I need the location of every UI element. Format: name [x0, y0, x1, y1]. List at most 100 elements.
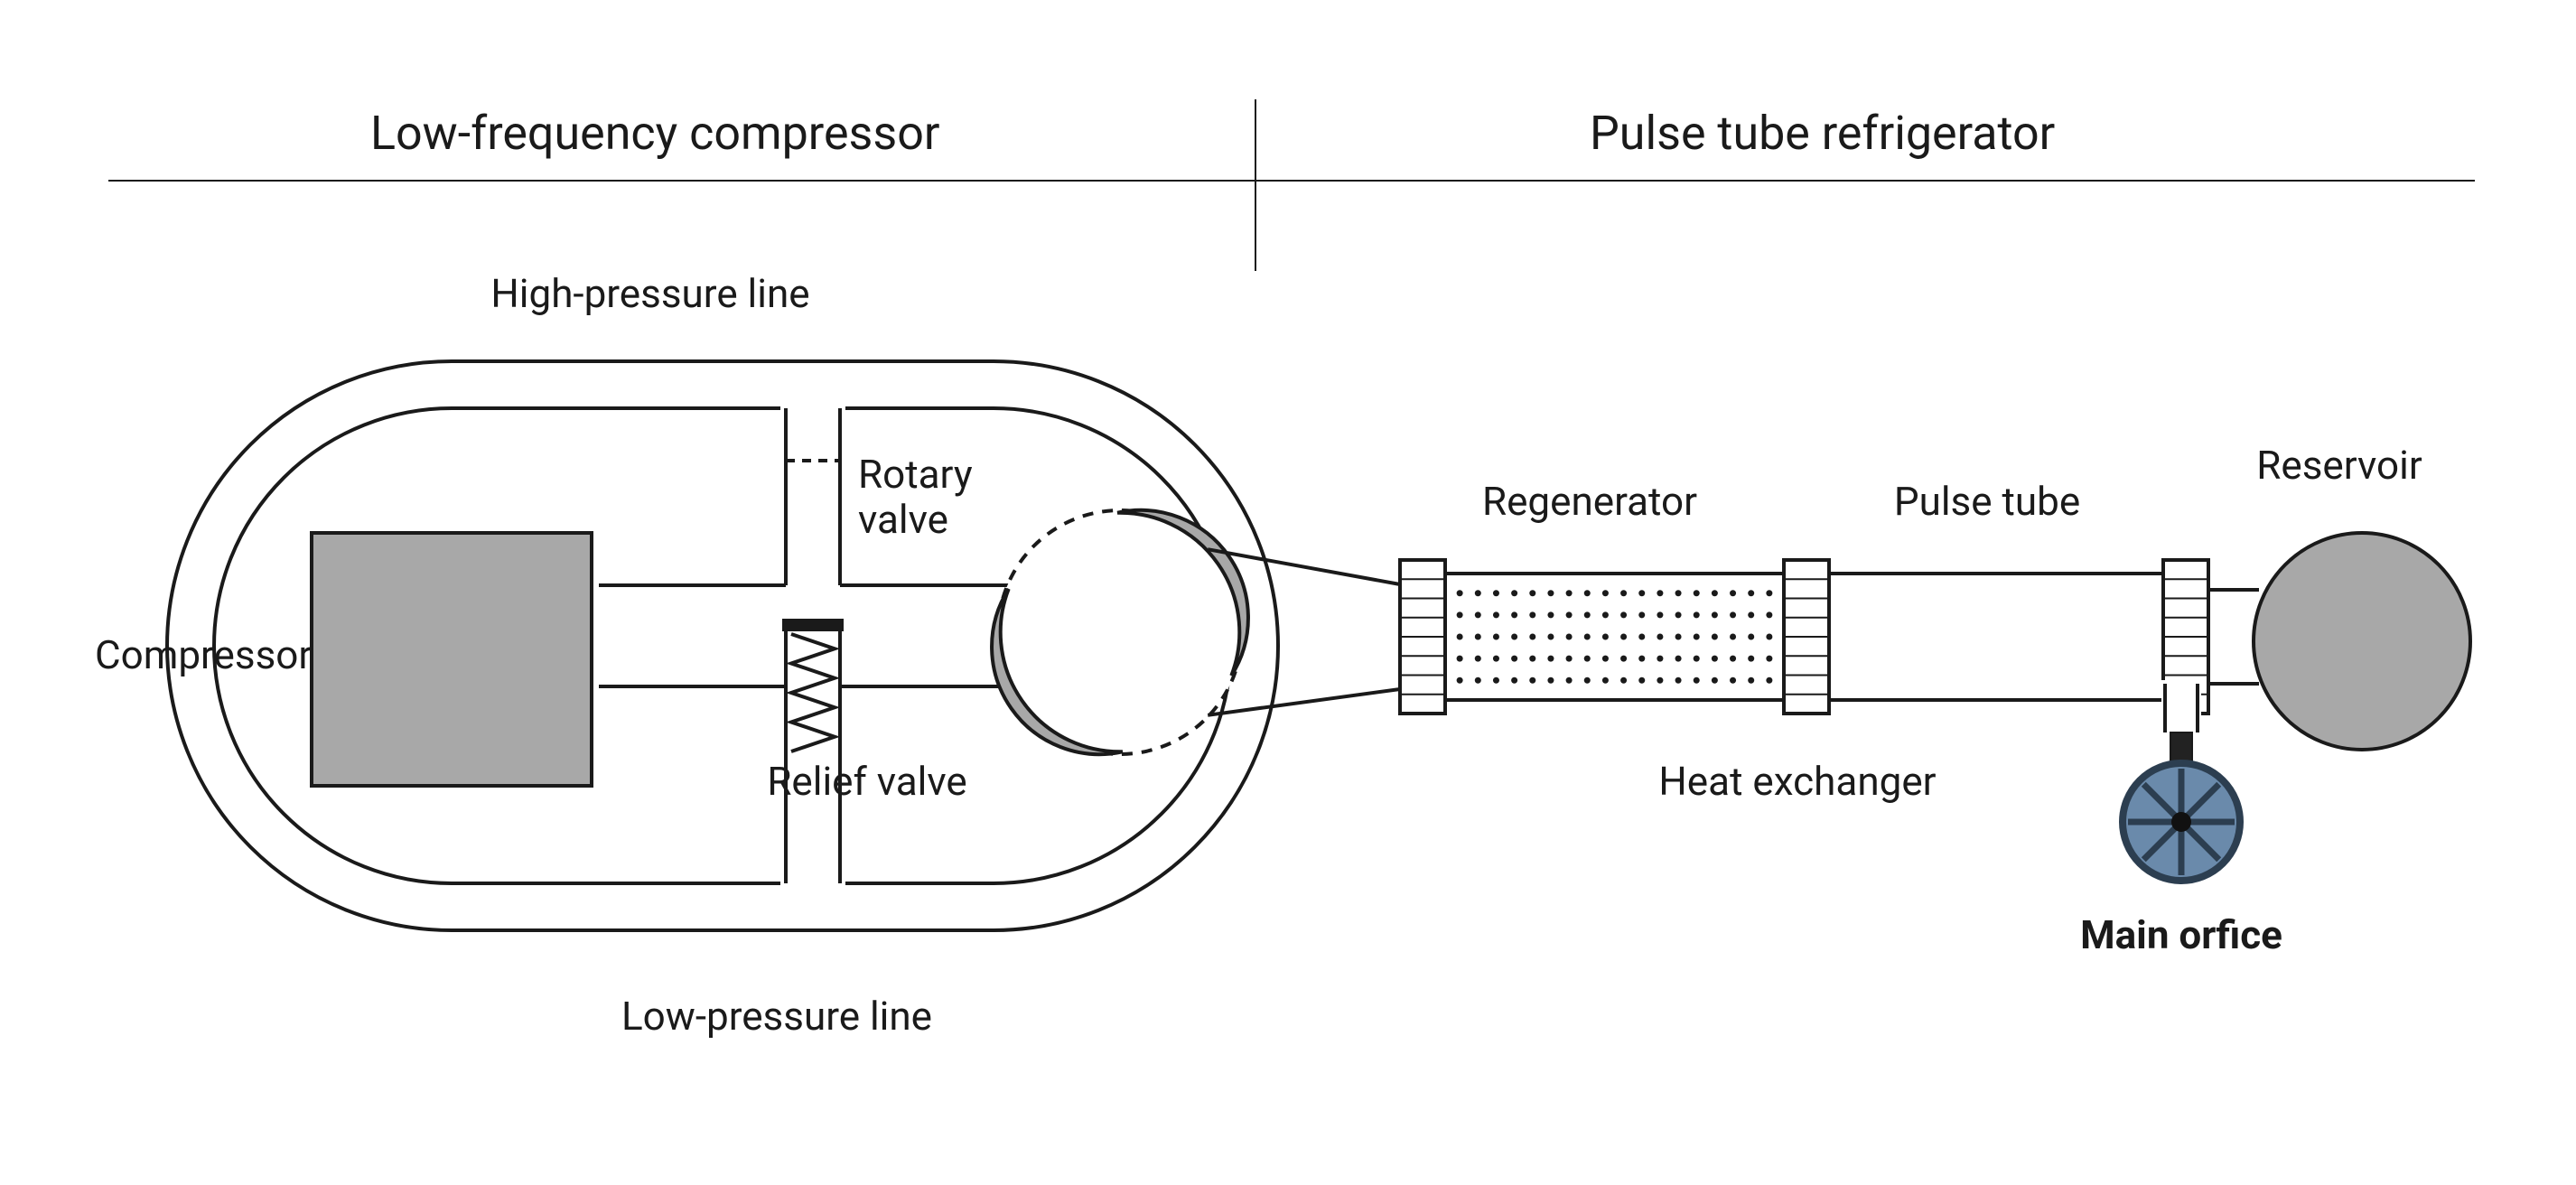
regenerator-dot	[1475, 590, 1481, 596]
regenerator-dot	[1730, 656, 1736, 662]
regenerator-dot	[1457, 677, 1463, 684]
regenerator-dot	[1657, 677, 1663, 684]
regenerator-dot	[1493, 590, 1499, 596]
label-relief_valve: Relief valve	[767, 758, 966, 805]
regenerator-dot	[1766, 656, 1772, 662]
regenerator-dot	[1547, 656, 1554, 662]
regenerator-dot	[1748, 634, 1754, 640]
regenerator-dot	[1602, 611, 1609, 618]
regenerator-dot	[1638, 611, 1645, 618]
section-header-left: Low-frequency compressor	[370, 106, 939, 161]
regenerator-dot	[1511, 590, 1517, 596]
regenerator-dot	[1457, 611, 1463, 618]
regenerator-dot	[1694, 611, 1700, 618]
regenerator-dot	[1566, 611, 1573, 618]
pulse-tube	[1829, 574, 2163, 700]
regenerator-dot	[1620, 590, 1627, 596]
vtube-mask	[780, 405, 845, 887]
regenerator-dot	[1657, 611, 1663, 618]
regenerator-dot	[1547, 634, 1554, 640]
regenerator-dot	[1475, 611, 1481, 618]
regenerator-dot	[1566, 590, 1573, 596]
regenerator-dot	[1602, 656, 1609, 662]
regenerator-dot	[1675, 634, 1682, 640]
label-compressor: Compressor	[95, 631, 312, 678]
label-low_pressure: Low-pressure line	[621, 993, 932, 1040]
regenerator-dot	[1694, 656, 1700, 662]
label-rotary_valve: Rotary	[858, 451, 973, 498]
compressor-box	[312, 533, 592, 786]
regenerator-dot	[1675, 656, 1682, 662]
regenerator-dot	[1620, 634, 1627, 640]
regenerator-dot	[1529, 590, 1535, 596]
regenerator-dot	[1620, 611, 1627, 618]
regenerator-dot	[1766, 634, 1772, 640]
regenerator-dot	[1675, 590, 1682, 596]
regenerator-dot	[1694, 634, 1700, 640]
regenerator-dot	[1638, 656, 1645, 662]
regenerator-dot	[1657, 634, 1663, 640]
regenerator-dot	[1457, 656, 1463, 662]
orifice-hub	[2171, 812, 2191, 832]
reservoir	[2254, 533, 2470, 750]
regenerator-dot	[1584, 634, 1591, 640]
regenerator-dot	[1748, 590, 1754, 596]
label-rotary_valve-2: valve	[858, 496, 948, 543]
label-high_pressure: High-pressure line	[490, 270, 809, 317]
regenerator-dot	[1620, 656, 1627, 662]
regenerator-dot	[1493, 634, 1499, 640]
regenerator-dot	[1511, 634, 1517, 640]
regenerator-dot	[1547, 677, 1554, 684]
regenerator-dot	[1730, 590, 1736, 596]
regenerator-dot	[1712, 677, 1718, 684]
regenerator-dot	[1730, 634, 1736, 640]
regenerator-dot	[1712, 634, 1718, 640]
regenerator-dot	[1511, 656, 1517, 662]
regenerator-dot	[1748, 677, 1754, 684]
regenerator-dot	[1638, 677, 1645, 684]
regenerator-dot	[1620, 677, 1627, 684]
regenerator-dot	[1529, 611, 1535, 618]
regenerator-dot	[1675, 677, 1682, 684]
regenerator-dot	[1529, 634, 1535, 640]
regenerator-dot	[1694, 590, 1700, 596]
regenerator-dot	[1547, 590, 1554, 596]
regenerator-dot	[1493, 677, 1499, 684]
label-heat_exchanger: Heat exchanger	[1658, 758, 1936, 805]
regenerator-dot	[1748, 611, 1754, 618]
regenerator-dot	[1566, 677, 1573, 684]
label-reservoir: Reservoir	[2256, 442, 2422, 489]
regenerator-dot	[1712, 656, 1718, 662]
regenerator-dot	[1602, 590, 1609, 596]
label-main_orifice: Main orfice	[2080, 911, 2282, 958]
regenerator-dot	[1602, 634, 1609, 640]
regenerator-dot	[1529, 656, 1535, 662]
regenerator-dot	[1584, 677, 1591, 684]
regenerator-dot	[1475, 656, 1481, 662]
regenerator-dot	[1638, 590, 1645, 596]
regenerator-dot	[1475, 677, 1481, 684]
regenerator-dot	[1511, 611, 1517, 618]
section-header-right: Pulse tube refrigerator	[1590, 106, 2055, 161]
regenerator-dot	[1457, 590, 1463, 596]
regenerator-dot	[1584, 656, 1591, 662]
regenerator-dot	[1566, 634, 1573, 640]
regenerator-dot	[1584, 611, 1591, 618]
regenerator-dot	[1730, 677, 1736, 684]
regenerator-dot	[1766, 611, 1772, 618]
regenerator-dot	[1730, 611, 1736, 618]
regenerator-dot	[1675, 611, 1682, 618]
regenerator-dot	[1712, 590, 1718, 596]
regenerator-dot	[1547, 611, 1554, 618]
orifice-stem	[2170, 732, 2192, 763]
regenerator-dot	[1657, 590, 1663, 596]
regenerator-dot	[1694, 677, 1700, 684]
regenerator-dot	[1457, 634, 1463, 640]
regenerator-dot	[1529, 677, 1535, 684]
regenerator-dot	[1602, 677, 1609, 684]
regenerator-dot	[1584, 590, 1591, 596]
regenerator-dot	[1566, 656, 1573, 662]
regenerator-dot	[1657, 656, 1663, 662]
label-regenerator: Regenerator	[1482, 478, 1697, 525]
label-pulse_tube: Pulse tube	[1894, 478, 2080, 525]
